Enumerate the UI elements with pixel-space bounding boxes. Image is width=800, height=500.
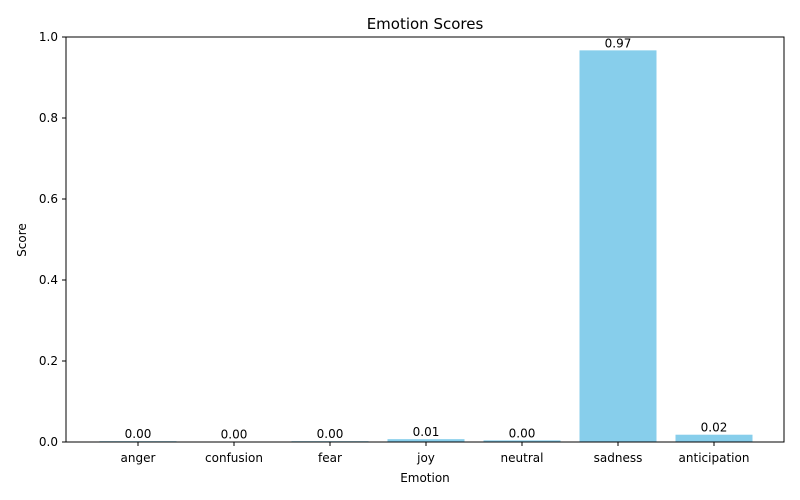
data-label-neutral: 0.00 xyxy=(509,426,536,440)
data-label-confusion: 0.00 xyxy=(221,428,248,442)
x-axis-label: Emotion xyxy=(400,471,450,485)
data-label-sadness: 0.97 xyxy=(605,36,632,50)
x-tick-label-joy: joy xyxy=(416,451,435,465)
y-axis: 0.0 0.2 0.4 0.6 0.8 1.0 xyxy=(39,30,66,449)
x-tick-label-fear: fear xyxy=(318,451,342,465)
bar-joy xyxy=(387,439,465,442)
data-label-joy: 0.01 xyxy=(413,425,440,439)
bar-anticipation xyxy=(675,434,753,442)
bars-layer xyxy=(99,50,753,443)
x-tick-label-anger: anger xyxy=(121,451,156,465)
plot-area-frame xyxy=(65,36,785,443)
y-tick-label: 0.8 xyxy=(39,111,58,125)
x-tick-label-anticipation: anticipation xyxy=(679,451,750,465)
y-tick-label: 0.2 xyxy=(39,354,58,368)
y-tick-label: 0.6 xyxy=(39,192,58,206)
y-tick-label: 0.0 xyxy=(39,435,58,449)
data-label-anticipation: 0.02 xyxy=(701,421,728,435)
data-label-fear: 0.00 xyxy=(317,427,344,441)
chart-title: Emotion Scores xyxy=(367,15,484,33)
bar-neutral xyxy=(483,440,561,442)
data-labels-layer: 0.00 0.00 0.00 0.01 0.00 0.97 0.02 xyxy=(125,36,728,441)
bar-sadness xyxy=(579,50,657,443)
y-tick-label: 1.0 xyxy=(39,30,58,44)
y-tick-label: 0.4 xyxy=(39,273,58,287)
x-axis: anger confusion fear joy neutral sadness antic… xyxy=(121,442,750,465)
data-label-anger: 0.00 xyxy=(125,427,152,441)
x-tick-label-confusion: confusion xyxy=(205,451,263,465)
x-tick-label-neutral: neutral xyxy=(501,451,544,465)
x-tick-label-sadness: sadness xyxy=(594,451,643,465)
y-axis-label: Score xyxy=(15,223,29,257)
